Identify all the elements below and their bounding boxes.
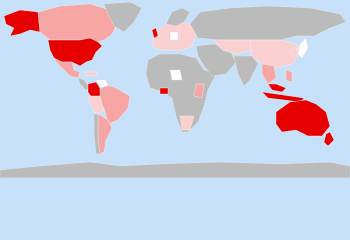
philippines bbox=[285, 69, 293, 83]
central-asia bbox=[213, 39, 253, 55]
world-map bbox=[0, 0, 350, 178]
mexico bbox=[53, 57, 81, 79]
page bbox=[0, 0, 350, 178]
china bbox=[249, 39, 301, 69]
ivory-coast bbox=[159, 87, 169, 95]
scandinavia bbox=[165, 7, 191, 27]
antarctica bbox=[0, 161, 350, 178]
greenland bbox=[103, 1, 143, 33]
korea bbox=[291, 47, 298, 57]
niger bbox=[169, 69, 183, 81]
uk bbox=[151, 27, 159, 39]
indonesia bbox=[261, 91, 305, 103]
alaska bbox=[3, 9, 41, 37]
southeast-asia bbox=[261, 63, 277, 85]
venezuela bbox=[95, 79, 109, 89]
malaysia bbox=[267, 83, 287, 93]
caribbean bbox=[83, 71, 99, 77]
japan bbox=[297, 37, 309, 59]
india bbox=[233, 55, 259, 87]
canada bbox=[37, 3, 119, 43]
new-zealand bbox=[323, 131, 335, 147]
africa bbox=[145, 53, 217, 133]
east-africa bbox=[193, 83, 205, 99]
germany bbox=[169, 31, 179, 41]
chile bbox=[93, 113, 101, 155]
peru bbox=[87, 95, 105, 115]
southern-africa bbox=[179, 115, 195, 131]
australia bbox=[275, 99, 331, 137]
